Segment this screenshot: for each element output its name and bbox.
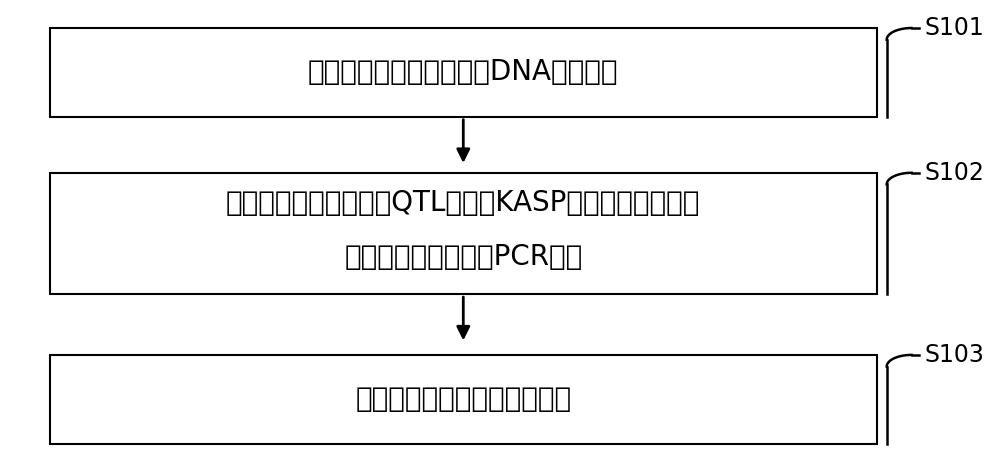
Text: 以待测植株样品的基因组DNA作为模板: 以待测植株样品的基因组DNA作为模板 — [308, 58, 619, 86]
Text: S103: S103 — [924, 343, 984, 367]
Text: 利用扩增结果进行基因型分型: 利用扩增结果进行基因型分型 — [355, 385, 571, 413]
Text: 对模板进行荧光定量PCR扩增: 对模板进行荧光定量PCR扩增 — [344, 243, 582, 271]
FancyBboxPatch shape — [50, 355, 877, 444]
Text: 利用所述与小麦抗条锈QTL连锁的KASP分子标记的引物组: 利用所述与小麦抗条锈QTL连锁的KASP分子标记的引物组 — [226, 189, 700, 217]
FancyBboxPatch shape — [50, 173, 877, 294]
Text: S101: S101 — [924, 16, 984, 40]
FancyBboxPatch shape — [50, 28, 877, 117]
Text: S102: S102 — [924, 161, 984, 185]
